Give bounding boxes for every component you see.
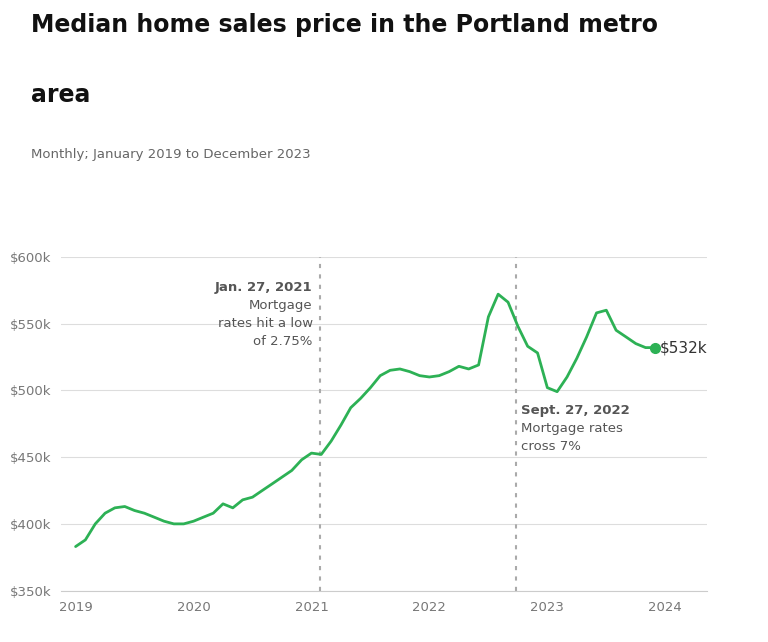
- Text: Sept. 27, 2022: Sept. 27, 2022: [521, 404, 630, 417]
- Text: Median home sales price in the Portland metro: Median home sales price in the Portland …: [31, 13, 657, 37]
- Text: area: area: [31, 83, 90, 107]
- Text: Jan. 27, 2021: Jan. 27, 2021: [215, 281, 313, 294]
- Text: Monthly; January 2019 to December 2023: Monthly; January 2019 to December 2023: [31, 148, 310, 160]
- Text: Mortgage
rates hit a low
of 2.75%: Mortgage rates hit a low of 2.75%: [217, 281, 313, 348]
- Text: Mortgage rates
cross 7%: Mortgage rates cross 7%: [521, 404, 623, 453]
- Text: $532k: $532k: [660, 340, 708, 355]
